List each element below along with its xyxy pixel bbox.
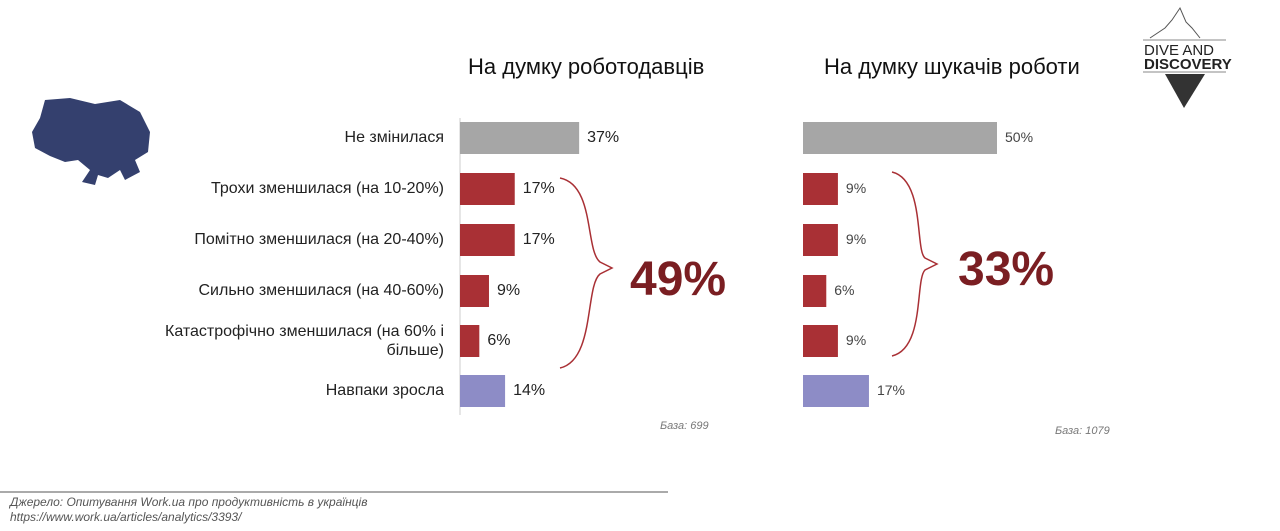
- chart-title-jobseekers: На думку шукачів роботи: [824, 54, 1080, 79]
- data-label: 9%: [496, 282, 521, 299]
- brace-left: [559, 177, 614, 369]
- chart-title-employers: На думку роботодавців: [468, 54, 705, 79]
- bar: [803, 275, 827, 307]
- bar: [803, 375, 869, 407]
- data-label: 6%: [487, 332, 511, 349]
- category-label: Не змінилася: [344, 129, 444, 146]
- data-label: 9%: [845, 180, 867, 196]
- data-label: 6%: [834, 282, 855, 298]
- source-note: Джерело: Опитування Work.ua про продукти…: [10, 495, 368, 524]
- data-label: 50%: [1005, 129, 1034, 145]
- bar: [460, 375, 506, 407]
- category-label: Навпаки зросла: [325, 382, 444, 399]
- data-label: 9%: [845, 231, 867, 247]
- data-label: 14%: [513, 382, 546, 399]
- bar: [460, 325, 480, 357]
- base-jobseekers: База: 1079: [1055, 425, 1110, 437]
- category-label: Катастрофічно зменшилася (на 60% і більш…: [165, 323, 444, 359]
- data-label: 17%: [522, 180, 555, 197]
- bar: [460, 122, 580, 154]
- category-label: Помітно зменшилася (на 20-40%): [194, 231, 444, 248]
- bar: [460, 275, 489, 307]
- bar: [460, 173, 515, 205]
- bar: [803, 325, 838, 357]
- logo-text: DIVE AND DISCOVERY: [1144, 42, 1232, 73]
- data-label: 17%: [522, 231, 555, 248]
- data-label: 9%: [845, 332, 867, 348]
- total-employers: 49%: [630, 253, 727, 306]
- brace-right: [891, 171, 939, 357]
- data-label: 37%: [587, 129, 620, 146]
- bar: [460, 224, 515, 256]
- category-label: Трохи зменшилася (на 10-20%): [210, 180, 444, 197]
- bar: [803, 122, 997, 154]
- logo: [1143, 6, 1226, 108]
- ukraine-map: [32, 98, 150, 185]
- bar: [803, 173, 838, 205]
- base-employers: База: 699: [660, 420, 709, 432]
- total-jobseekers: 33%: [958, 243, 1055, 296]
- bar: [803, 224, 838, 256]
- data-label: 17%: [876, 382, 905, 398]
- category-label: Сильно зменшилася (на 40-60%): [198, 282, 444, 299]
